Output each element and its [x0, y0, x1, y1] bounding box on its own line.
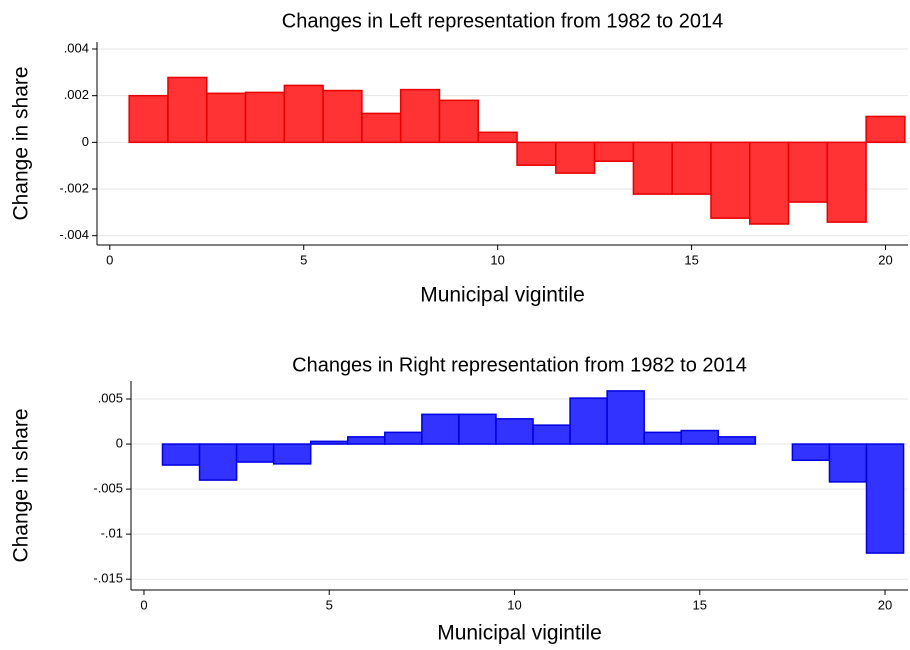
bar	[421, 413, 460, 445]
bar	[283, 84, 324, 144]
y-axis-label: Change in share	[10, 408, 33, 562]
x-axis-label: Municipal vigintile	[420, 284, 585, 307]
y-tick-label: .002	[64, 87, 89, 102]
bar	[710, 141, 751, 219]
bar	[477, 131, 518, 144]
x-tick-label: 10	[490, 252, 504, 267]
bar	[244, 91, 286, 144]
bar	[161, 443, 201, 466]
y-tick-label: -.005	[93, 481, 123, 496]
y-tick-label: -.01	[101, 526, 123, 541]
bar	[167, 76, 208, 144]
chart-title: Changes in Left representation from 1982…	[282, 10, 723, 32]
x-tick-label: 10	[507, 597, 521, 612]
x-tick-label: 20	[878, 597, 892, 612]
bar	[826, 141, 867, 223]
y-tick-label: .004	[64, 40, 89, 55]
bar	[749, 141, 790, 225]
bar	[865, 443, 905, 554]
x-tick-label: 15	[684, 252, 698, 267]
bar	[322, 89, 363, 144]
bar	[206, 92, 247, 144]
bar	[717, 436, 757, 445]
bar	[128, 94, 169, 144]
bar	[680, 429, 720, 445]
bar	[787, 141, 829, 203]
bar	[671, 141, 712, 195]
y-axis-label: Change in share	[10, 66, 33, 220]
bar	[532, 424, 571, 445]
bar	[361, 112, 402, 144]
bar	[606, 390, 645, 445]
bar	[438, 99, 480, 144]
bar	[791, 443, 831, 462]
x-axis-label: Municipal vigintile	[437, 622, 602, 645]
bar	[309, 440, 349, 445]
bar	[643, 431, 682, 445]
x-tick-label: 20	[878, 252, 892, 267]
x-tick-label: 0	[140, 597, 147, 612]
y-tick-label: -.002	[59, 180, 89, 195]
x-tick-label: 15	[693, 597, 707, 612]
y-tick-label: .005	[98, 390, 123, 405]
bar	[272, 443, 312, 465]
bar	[235, 443, 275, 463]
bar	[347, 436, 386, 445]
y-tick-label: 0	[116, 435, 123, 450]
x-tick-label: 5	[300, 252, 307, 267]
bar	[495, 418, 534, 445]
bar	[569, 397, 608, 445]
y-tick-label: -.015	[93, 571, 123, 586]
chart: Changes in Left representation from 1982…	[10, 10, 908, 307]
bar	[198, 443, 238, 481]
bar	[865, 115, 906, 144]
bar	[593, 141, 635, 162]
bar	[828, 443, 868, 483]
x-tick-label: 0	[106, 252, 113, 267]
y-tick-label: 0	[82, 134, 89, 149]
bar	[632, 141, 673, 195]
bar	[516, 141, 557, 166]
chart-title: Changes in Right representation from 198…	[292, 354, 747, 376]
x-tick-label: 5	[326, 597, 333, 612]
y-tick-label: -.004	[59, 227, 89, 242]
bar	[399, 88, 441, 144]
chart: Changes in Right representation from 198…	[10, 354, 908, 645]
bar	[384, 431, 423, 445]
bar	[555, 141, 596, 174]
bar	[458, 413, 497, 445]
